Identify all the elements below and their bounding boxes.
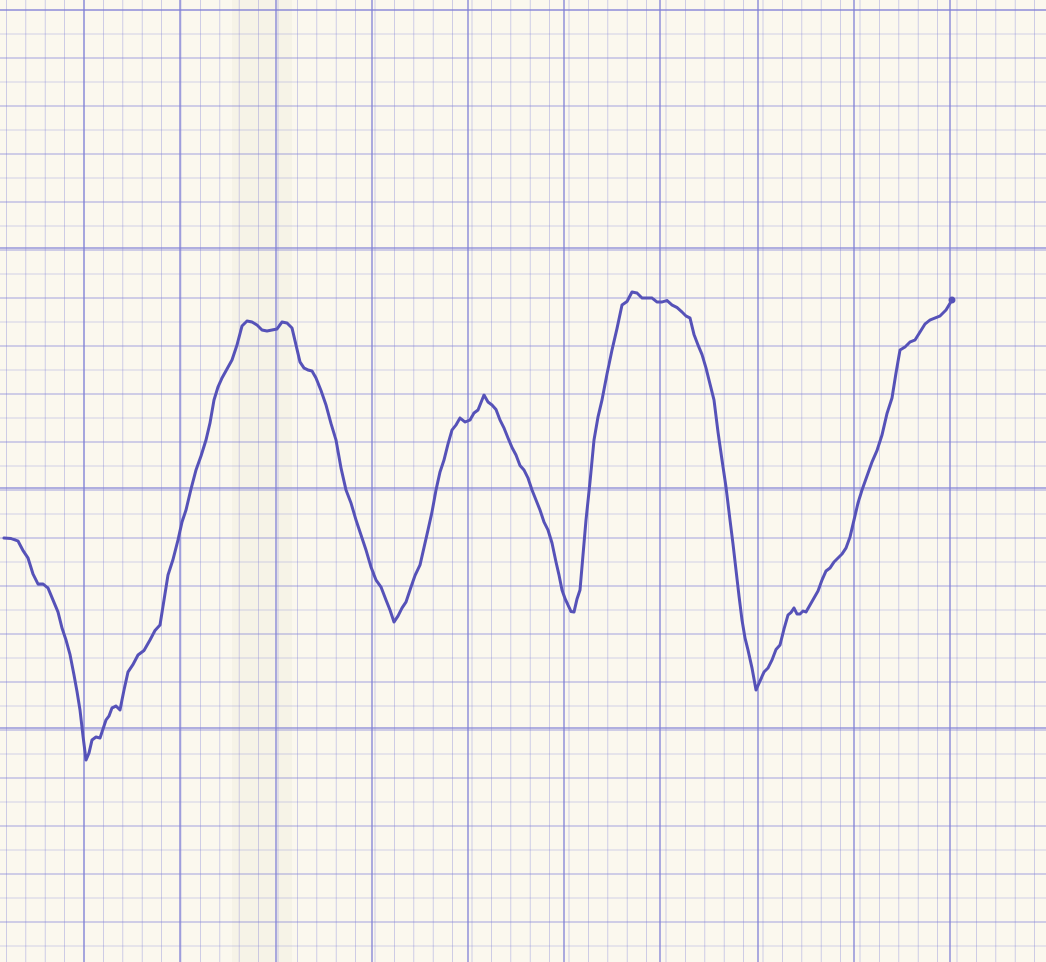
paper-fold-shade [232,0,292,962]
series-layer [2,290,956,762]
series-line-0 [2,290,954,762]
series-end-point [948,296,956,304]
